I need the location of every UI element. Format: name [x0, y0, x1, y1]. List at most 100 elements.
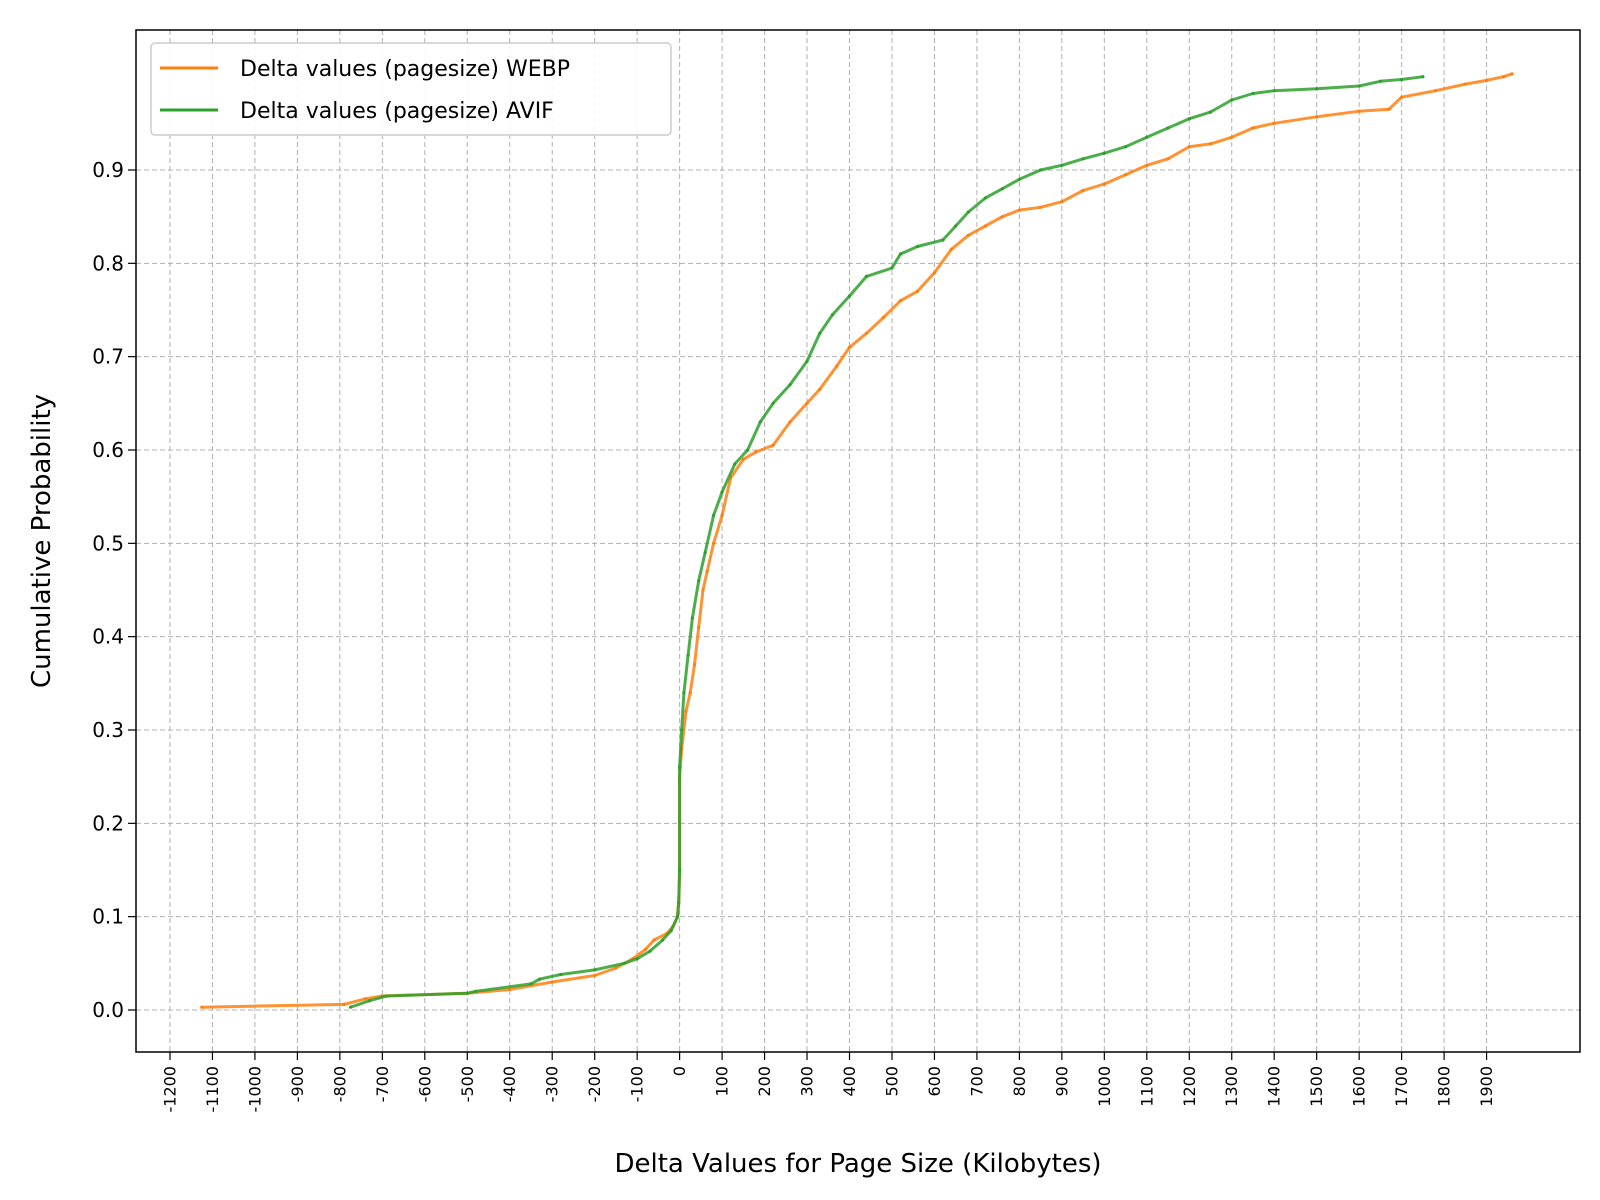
data-point-webp — [593, 973, 597, 978]
x-tick-label: 1700 — [1392, 1066, 1411, 1107]
x-tick-label: -1000 — [245, 1066, 264, 1113]
data-point-avif — [1145, 135, 1149, 139]
data-point-webp — [1081, 188, 1085, 193]
y-tick-label: 0.9 — [92, 158, 124, 182]
data-point-webp — [363, 997, 367, 1001]
data-point-webp — [741, 457, 745, 461]
data-point-webp — [754, 450, 758, 454]
x-axis-label: Delta Values for Page Size (Kilobytes) — [614, 1149, 1101, 1179]
series-avif — [348, 75, 1425, 1009]
data-point-avif — [712, 513, 716, 517]
data-point-webp — [614, 966, 618, 970]
data-point-avif — [1039, 168, 1043, 172]
data-point-webp — [692, 663, 697, 667]
data-point-avif — [890, 266, 894, 270]
x-tick-label: 1500 — [1307, 1066, 1326, 1107]
data-point-avif — [348, 1005, 353, 1009]
data-point-avif — [864, 274, 869, 278]
data-point-webp — [932, 271, 937, 275]
data-point-avif — [368, 999, 372, 1003]
y-tick-label: 0.5 — [92, 531, 124, 555]
data-point-avif — [954, 224, 958, 228]
data-point-webp — [1463, 82, 1467, 86]
data-point-webp — [1039, 205, 1043, 209]
data-point-avif — [733, 462, 737, 466]
data-point-avif — [680, 728, 684, 732]
data-point-webp — [1017, 208, 1022, 212]
data-point-avif — [720, 490, 724, 494]
data-point-avif — [385, 994, 389, 998]
data-point-webp — [898, 299, 903, 303]
x-tick-label: 600 — [925, 1066, 944, 1097]
x-tick-label: 500 — [882, 1066, 901, 1097]
x-tick-label: -500 — [458, 1066, 477, 1102]
data-point-avif — [1060, 163, 1064, 167]
x-tick-label: 1200 — [1180, 1066, 1199, 1107]
y-tick-label: 0.6 — [92, 438, 124, 462]
data-point-webp — [200, 1005, 204, 1009]
data-point-avif — [1272, 89, 1276, 93]
data-point-avif — [788, 383, 792, 387]
x-tick-label: 1900 — [1477, 1066, 1496, 1107]
data-point-avif — [771, 401, 775, 405]
y-axis-ticks: 0.0 0.1 0.2 0.3 0.4 0.5 0.6 0.7 0.8 0.9 — [92, 158, 136, 1022]
data-point-webp — [983, 224, 988, 228]
y-tick-label: 0.8 — [92, 251, 124, 275]
grid — [136, 30, 1580, 1052]
data-point-webp — [847, 345, 852, 349]
data-point-webp — [881, 315, 886, 320]
plot-frame — [135, 29, 1581, 1053]
x-tick-label: -1200 — [160, 1066, 179, 1113]
data-point-avif — [1208, 110, 1213, 114]
data-point-webp — [1400, 95, 1404, 99]
x-tick-label: 900 — [1052, 1066, 1071, 1097]
x-tick-label: 1400 — [1265, 1066, 1284, 1107]
data-point-webp — [915, 289, 920, 293]
data-point-avif — [941, 238, 945, 242]
data-point-webp — [1060, 200, 1064, 204]
data-point-avif — [661, 938, 665, 942]
data-point-avif — [1251, 91, 1255, 96]
data-point-avif — [1000, 187, 1005, 191]
y-tick-label: 0.7 — [92, 345, 124, 369]
x-tick-label: 800 — [1010, 1066, 1029, 1097]
legend-entry-avif: Delta values (pagesize) AVIF — [240, 99, 554, 124]
data-point-avif — [1357, 84, 1361, 88]
data-point-avif — [1081, 157, 1085, 161]
y-tick-label: 0.3 — [92, 718, 124, 742]
x-tick-label: -200 — [585, 1066, 604, 1102]
data-point-avif — [1124, 145, 1128, 149]
data-point-webp — [1000, 215, 1005, 219]
data-point-avif — [758, 420, 762, 424]
data-point-webp — [1251, 126, 1255, 130]
data-point-avif — [898, 252, 903, 256]
data-point-avif — [697, 579, 701, 583]
data-point-webp — [550, 980, 554, 984]
series-line-webp — [201, 72, 1513, 1009]
data-point-webp — [1315, 115, 1319, 119]
data-point-webp — [864, 331, 869, 335]
data-point-avif — [915, 244, 920, 249]
x-tick-label: 1800 — [1435, 1066, 1454, 1107]
data-point-webp — [1230, 135, 1234, 139]
legend: Delta values (pagesize) WEBP Delta value… — [150, 42, 672, 136]
x-tick-label: 1000 — [1095, 1066, 1114, 1107]
data-point-webp — [1166, 157, 1170, 161]
data-point-avif — [465, 991, 469, 995]
data-point-avif — [635, 957, 639, 961]
data-point-webp — [705, 569, 709, 573]
data-point-webp — [1485, 78, 1489, 82]
data-point-webp — [342, 1002, 346, 1007]
x-tick-label: 100 — [713, 1066, 732, 1097]
x-tick-label: 0 — [670, 1066, 689, 1076]
data-point-avif — [1400, 77, 1404, 82]
data-point-avif — [1166, 126, 1170, 130]
x-tick-label: -100 — [628, 1066, 647, 1102]
data-point-webp — [1357, 109, 1361, 113]
data-point-webp — [1387, 107, 1391, 111]
data-point-webp — [1187, 145, 1191, 149]
data-point-webp — [1145, 163, 1149, 167]
data-point-avif — [703, 551, 707, 555]
data-point-webp — [805, 401, 809, 405]
